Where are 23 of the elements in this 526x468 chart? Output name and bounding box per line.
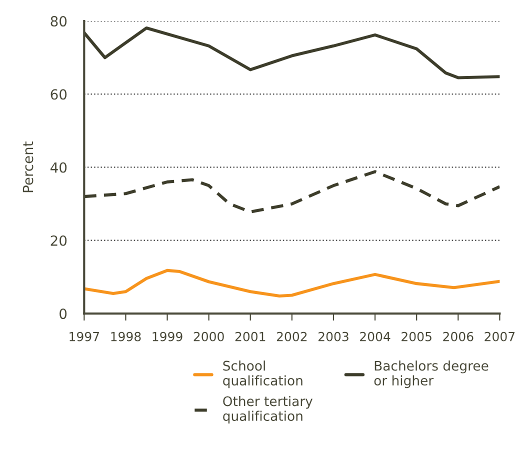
legend-label: Bachelors degree or higher [374,360,488,388]
x-tick-label: 2003 [318,332,348,342]
x-tick-label: 2004 [360,332,390,342]
x-tick-label: 2006 [443,332,474,342]
x-tick-label: 1998 [111,332,141,342]
y-tick-label: 80 [50,16,67,27]
y-tick-label: 20 [50,235,67,246]
line-series [84,26,500,80]
x-tick-label: 2002 [276,332,307,342]
line-series [84,170,500,214]
x-tick-label: 1999 [152,332,182,342]
y-axis-title: Percent [22,142,34,192]
x-tick-label: 2000 [194,332,224,342]
y-tick-label: 60 [50,89,67,100]
line-series [84,268,500,298]
legend-label: Other tertiary qualification [223,396,313,424]
y-tick-label: 40 [50,162,67,173]
x-tick-label: 2001 [235,332,266,342]
x-tick-label: 1997 [70,332,99,342]
x-tick-label: 2007 [484,332,515,342]
y-tick-label: 0 [60,308,67,320]
legend-label: School qualification [223,360,302,388]
x-tick-label: 2005 [402,332,432,342]
